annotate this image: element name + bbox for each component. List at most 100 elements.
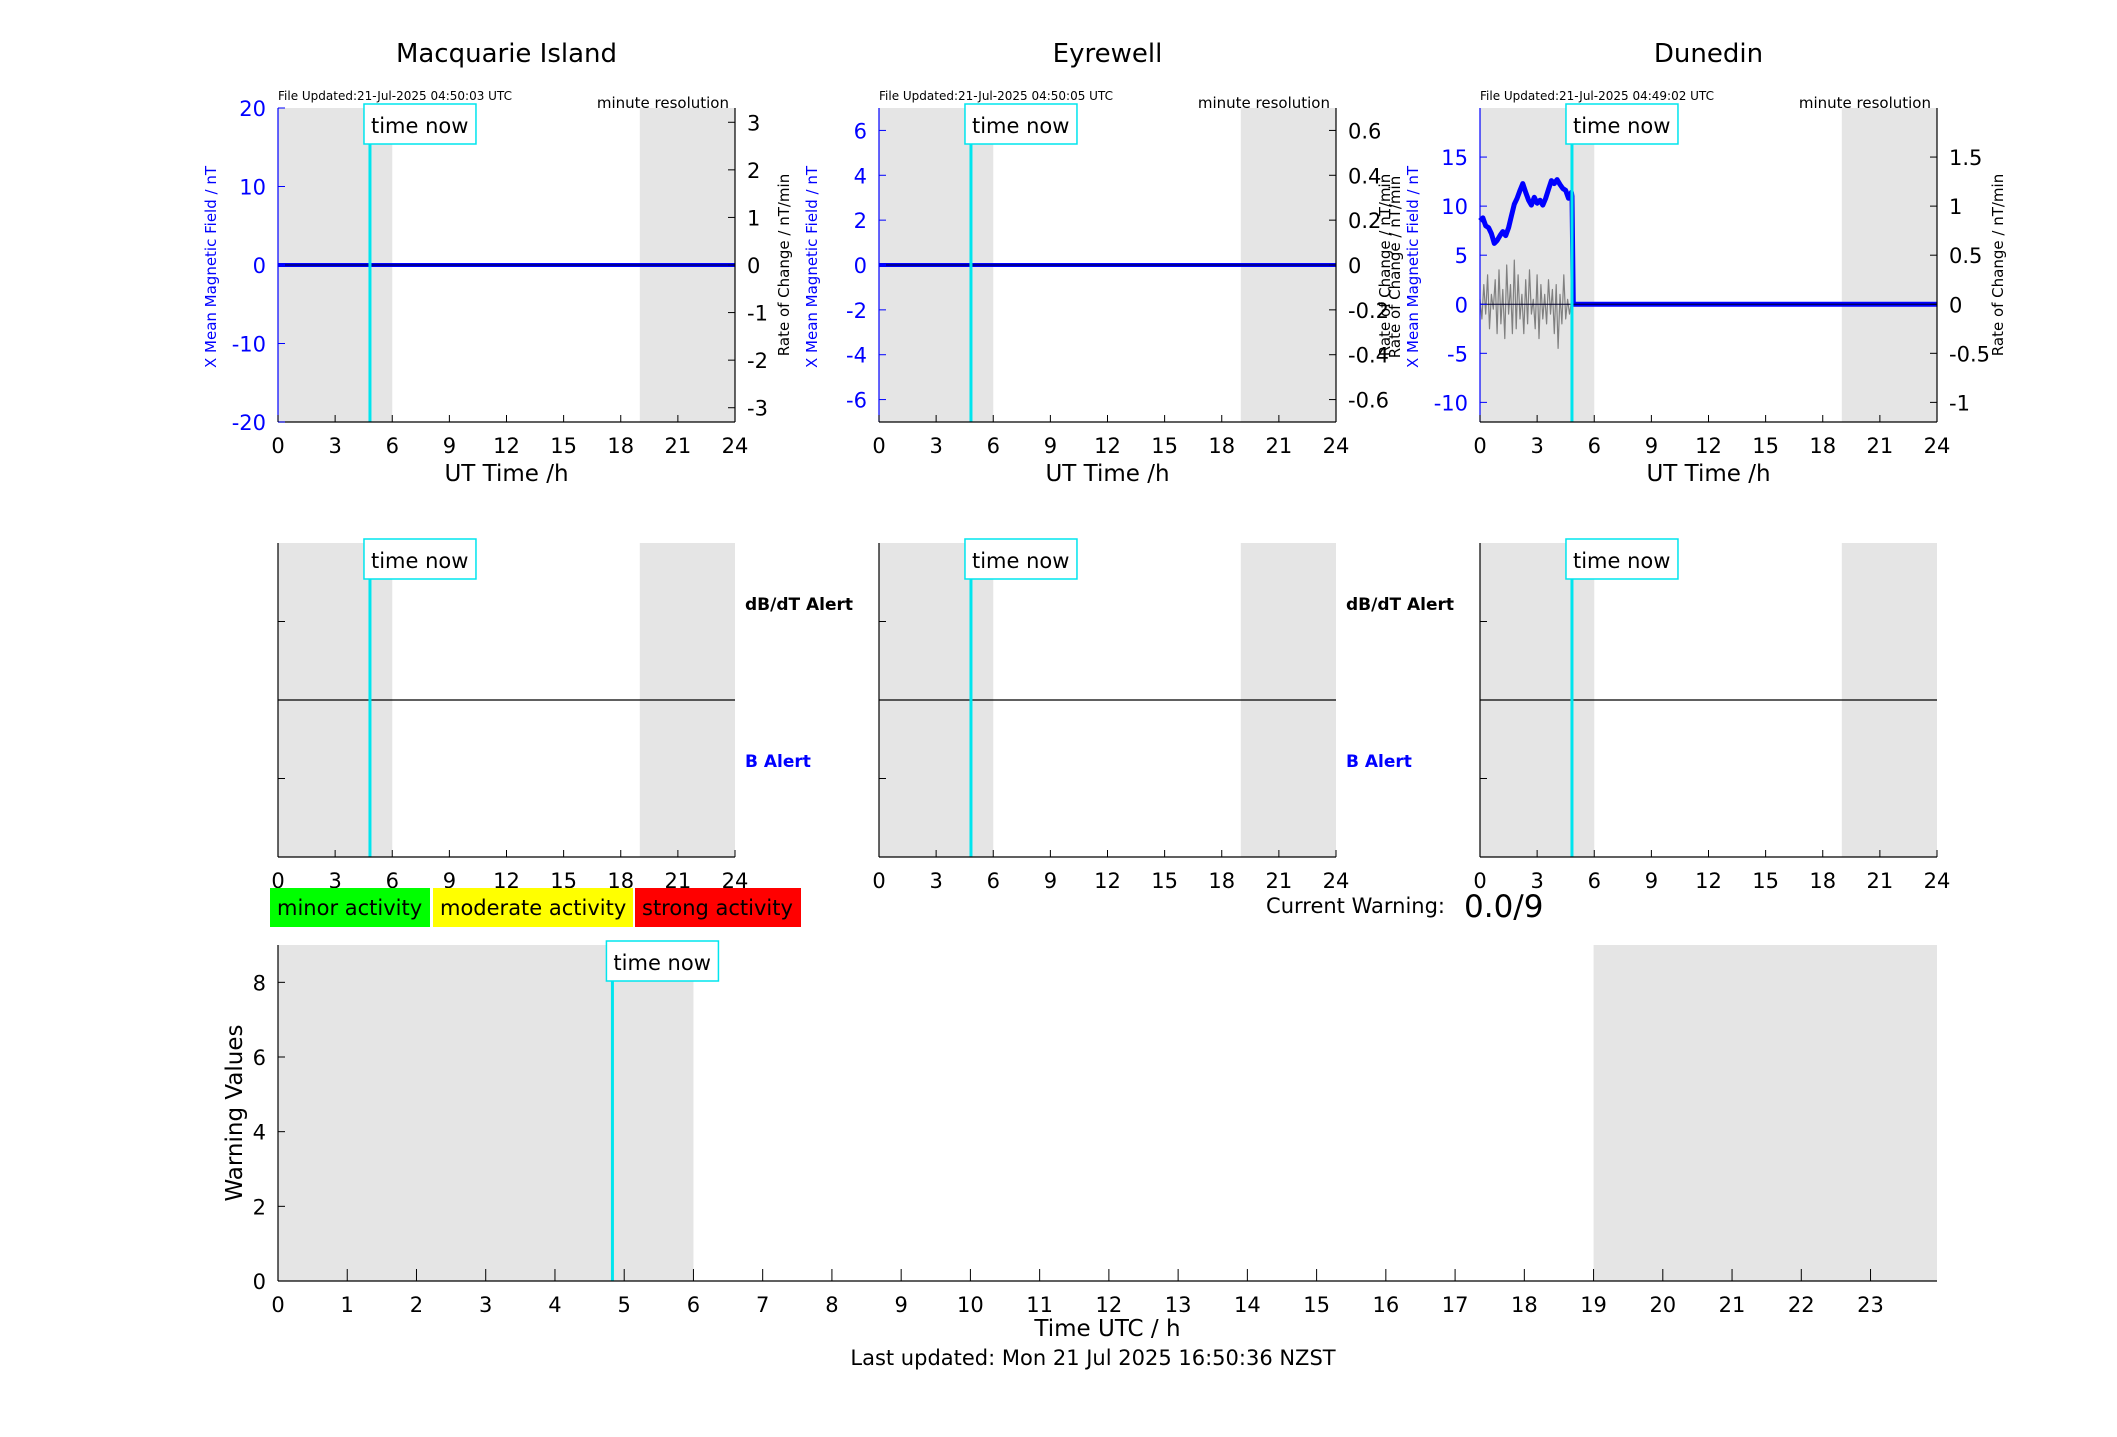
alert-1-time-now-label: time now xyxy=(972,549,1069,573)
warning-xtick-label: 14 xyxy=(1234,1293,1261,1317)
station-0-y2tick-label: 0 xyxy=(747,254,760,278)
station-0-xtick-label: 21 xyxy=(665,434,692,458)
station-1-title: Eyrewell xyxy=(1053,39,1163,69)
warning-xtick-label: 22 xyxy=(1788,1293,1815,1317)
alert-0-dbdt-label: dB/dT Alert xyxy=(745,595,853,615)
station-2-time-now-box xyxy=(1565,103,1679,145)
legend-strong-swatch xyxy=(635,888,801,927)
station-2-ytick-label: 0 xyxy=(1455,293,1468,317)
station-2-file-updated: File Updated:21-Jul-2025 04:49:02 UTC xyxy=(1480,89,1714,103)
station-0-xtick-label: 24 xyxy=(722,434,749,458)
alert-2-xtick-label: 3 xyxy=(1530,869,1543,893)
station-0-ytick-label: 20 xyxy=(239,97,266,121)
station-1-y2tick-label: 0.2 xyxy=(1348,209,1381,233)
warning-xtick-label: 1 xyxy=(341,1293,354,1317)
station-0-time-now-label: time now xyxy=(371,114,468,138)
alert-1-dbdt-label: dB/dT Alert xyxy=(1346,595,1454,615)
legend-strong-label: strong activity xyxy=(642,896,793,920)
station-0-y2tick-label: 3 xyxy=(747,111,760,135)
station-2-xtick-label: 21 xyxy=(1867,434,1894,458)
alert-2-xtick-label: 15 xyxy=(1752,869,1779,893)
warning-xtick-label: 8 xyxy=(825,1293,838,1317)
station-1-ytick-label: 0 xyxy=(854,254,867,278)
station-2-ylabel-left: X Mean Magnetic Field / nT xyxy=(1404,165,1422,368)
warning-xtick-label: 21 xyxy=(1719,1293,1746,1317)
alert-2-panel: time now 0 3 6 9 12 15 18 21 24 xyxy=(1473,538,1951,893)
alert-0-xtick-label: 9 xyxy=(443,869,456,893)
warning-time-now-label: time now xyxy=(613,951,710,975)
station-1-xtick-label: 24 xyxy=(1323,434,1350,458)
station-0-file-updated: File Updated:21-Jul-2025 04:50:03 UTC xyxy=(278,89,512,103)
alert-0-xtick-label: 3 xyxy=(328,869,341,893)
warning-xtick-label: 9 xyxy=(894,1293,907,1317)
alert-2-time-now-label: time now xyxy=(1573,549,1670,573)
station-1-xtick-label: 6 xyxy=(987,434,1000,458)
station-1-ytick-label: 2 xyxy=(854,209,867,233)
station-2-xtick-label: 9 xyxy=(1645,434,1658,458)
station-1-ytick-label: 6 xyxy=(854,119,867,143)
station-1-xlabel: UT Time /h xyxy=(1045,461,1169,487)
station-0-xtick-label: 0 xyxy=(271,434,284,458)
station-2-resolution: minute resolution xyxy=(1799,94,1931,112)
station-2-field-series xyxy=(1478,177,1937,307)
alert-1-xtick-label: 12 xyxy=(1094,869,1121,893)
station-1-file-updated: File Updated:21-Jul-2025 04:50:05 UTC xyxy=(879,89,1113,103)
station-2-xtick-label: 15 xyxy=(1752,434,1779,458)
warning-xtick-label: 15 xyxy=(1303,1293,1330,1317)
station-2-night-shading-1 xyxy=(1841,108,1937,422)
station-2-y2tick-label: 1.5 xyxy=(1949,146,1982,170)
alert-2-xtick-label: 21 xyxy=(1867,869,1894,893)
warning-time-now-box xyxy=(605,940,720,982)
station-1-ylabel-left: X Mean Magnetic Field / nT xyxy=(803,165,821,368)
legend-minor-label: minor activity xyxy=(277,896,422,920)
station-1-ytick-label: 4 xyxy=(854,164,867,188)
warning-xtick-label: 20 xyxy=(1649,1293,1676,1317)
station-1-time-now-label: time now xyxy=(972,114,1069,138)
alert-2-xtick-label: 24 xyxy=(1924,869,1951,893)
station-1-xtick-label: 3 xyxy=(929,434,942,458)
legend-moderate-label: moderate activity xyxy=(440,896,626,920)
station-2-xtick-label: 3 xyxy=(1530,434,1543,458)
warning-ytick-label: 2 xyxy=(253,1195,266,1219)
station-2-y2tick-label: -0.5 xyxy=(1949,342,1990,366)
warning-xtick-label: 10 xyxy=(957,1293,984,1317)
warning-xtick-label: 4 xyxy=(548,1293,561,1317)
warning-xtick-label: 13 xyxy=(1165,1293,1192,1317)
station-2-ylabel-left2: Rate of Change / nT/min xyxy=(1386,176,1404,358)
warning-xtick-label: 17 xyxy=(1442,1293,1469,1317)
station-0-xlabel: UT Time /h xyxy=(444,461,568,487)
warning-xtick-label: 11 xyxy=(1026,1293,1053,1317)
warning-xtick-label: 18 xyxy=(1511,1293,1538,1317)
station-1-y2tick-label: 0.6 xyxy=(1348,119,1381,143)
alert-1-xtick-label: 24 xyxy=(1323,869,1350,893)
station-0-xtick-label: 9 xyxy=(443,434,456,458)
station-1-time-now-box xyxy=(964,103,1078,145)
alert-1-xtick-label: 0 xyxy=(872,869,885,893)
station-2-xtick-label: 24 xyxy=(1924,434,1951,458)
station-2-xlabel: UT Time /h xyxy=(1646,461,1770,487)
station-0-resolution: minute resolution xyxy=(597,94,729,112)
alert-1-xtick-label: 18 xyxy=(1208,869,1235,893)
station-0-y2tick-label: -2 xyxy=(747,349,768,373)
warning-xtick-label: 2 xyxy=(410,1293,423,1317)
station-1-xtick-label: 15 xyxy=(1151,434,1178,458)
current-warning-label: Current Warning: xyxy=(1266,894,1445,918)
station-0-y2tick-label: 1 xyxy=(747,206,760,230)
warning-ytick-label: 4 xyxy=(253,1121,266,1145)
station-1-xtick-label: 9 xyxy=(1044,434,1057,458)
current-warning-value: 0.0/9 xyxy=(1464,889,1543,925)
station-0-y2tick-label: -3 xyxy=(747,397,768,421)
warning-xtick-label: 0 xyxy=(271,1293,284,1317)
alert-2-xtick-label: 18 xyxy=(1809,869,1836,893)
legend-moderate-swatch xyxy=(433,888,633,927)
alert-1-xtick-label: 15 xyxy=(1151,869,1178,893)
warning-xtick-label: 6 xyxy=(687,1293,700,1317)
activity-legend: minor activity moderate activity strong ac… xyxy=(270,888,801,927)
legend-minor-swatch xyxy=(270,888,430,927)
station-0-xtick-label: 12 xyxy=(493,434,520,458)
alert-2-xtick-label: 12 xyxy=(1695,869,1722,893)
station-1-y2tick-label: 0 xyxy=(1348,254,1361,278)
